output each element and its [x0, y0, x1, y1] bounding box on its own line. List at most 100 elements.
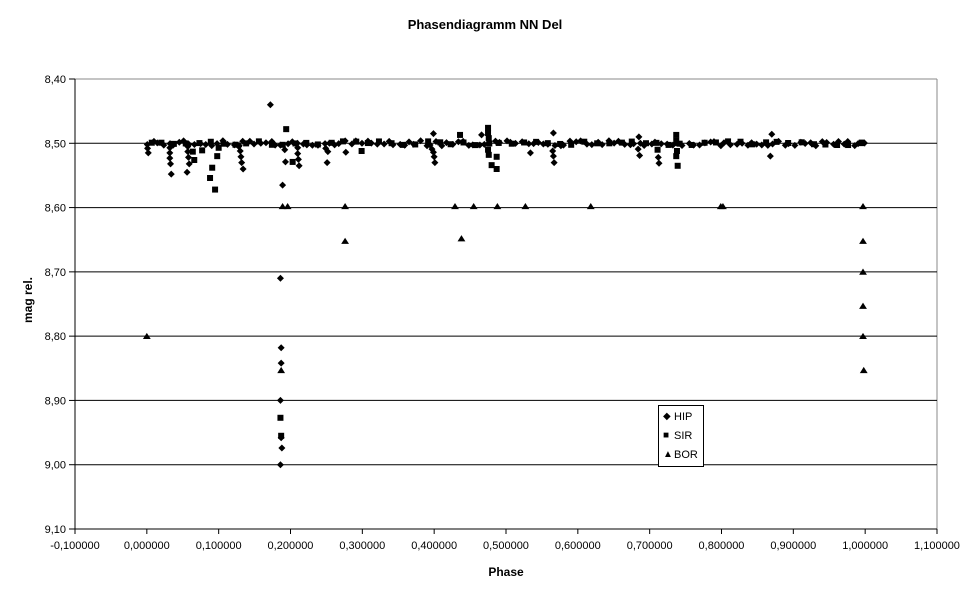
diamond-icon: ◆	[663, 410, 671, 422]
data-point-hip	[144, 149, 152, 157]
data-point-bor	[859, 366, 868, 374]
data-point-sir	[212, 186, 219, 193]
data-point-sir	[493, 153, 500, 160]
y-tick-label: 8,60	[45, 203, 66, 215]
data-point-hip	[417, 137, 425, 145]
data-point-sir	[283, 126, 290, 133]
data-point-sir	[688, 141, 695, 148]
data-point-hip	[294, 155, 302, 163]
data-point-hip	[526, 149, 534, 157]
data-point-hip	[550, 159, 558, 167]
data-point-sir	[209, 164, 216, 171]
data-point-hip	[183, 168, 191, 176]
data-point-sir	[763, 139, 770, 146]
data-point-hip	[276, 396, 284, 404]
x-tick-label: -0,100000	[50, 540, 100, 552]
data-point-hip	[308, 141, 316, 149]
data-point-sir	[485, 135, 492, 142]
data-point-sir	[268, 141, 275, 148]
data-point-sir	[521, 139, 528, 146]
data-point-sir	[673, 153, 680, 160]
data-point-sir	[243, 140, 250, 147]
data-point-bor	[493, 202, 502, 210]
data-point-sir	[594, 140, 601, 147]
data-point-bor	[278, 202, 287, 210]
data-point-hip	[655, 159, 663, 167]
data-point-sir	[568, 141, 575, 148]
data-point-sir	[737, 138, 744, 145]
data-point-sir	[207, 175, 214, 181]
data-point-sir	[220, 140, 227, 147]
x-tick-label: 0,700000	[627, 540, 673, 552]
x-axis-title: Phase	[488, 565, 524, 579]
y-tick-label: 8,40	[45, 74, 66, 86]
x-tick-label: 0,300000	[339, 540, 385, 552]
data-point-bor	[283, 202, 292, 210]
data-point-hip	[276, 274, 284, 282]
data-point-bor	[586, 202, 595, 210]
data-point-hip	[654, 153, 662, 161]
data-point-hip	[454, 138, 462, 146]
x-tick-label: 0,400000	[411, 540, 457, 552]
data-point-hip	[431, 159, 439, 167]
data-point-hip	[478, 131, 486, 139]
data-point-sir	[485, 146, 492, 153]
data-point-sir	[388, 140, 395, 147]
data-point-hip	[266, 101, 274, 109]
data-point-hip	[237, 153, 245, 161]
data-point-sir	[674, 162, 681, 169]
data-point-sir	[673, 131, 680, 138]
x-tick-label: 0,000000	[124, 540, 170, 552]
data-point-sir	[353, 138, 360, 145]
data-point-sir	[278, 432, 285, 439]
data-point-hip	[634, 145, 642, 153]
data-point-hip	[791, 141, 799, 149]
data-point-bor	[142, 332, 151, 340]
data-point-hip	[276, 461, 284, 469]
data-point-sir	[158, 139, 165, 146]
data-point-bor	[859, 332, 867, 340]
legend: ◆ HIP ■ SIR ▲ BOR	[658, 405, 704, 467]
data-point-hip	[277, 359, 285, 367]
data-point-hip	[358, 139, 366, 147]
legend-item-hip: ◆ HIP	[663, 407, 703, 426]
data-point-sir	[673, 148, 680, 154]
data-point-sir	[447, 141, 454, 148]
data-point-bor	[859, 268, 867, 275]
square-icon: ■	[663, 429, 670, 441]
data-point-hip	[429, 130, 437, 138]
data-point-hip	[277, 344, 285, 352]
data-point-sir	[676, 140, 683, 147]
data-point-sir	[170, 140, 177, 147]
data-point-sir	[215, 144, 222, 151]
data-point-bor	[451, 202, 459, 210]
data-point-hip	[295, 162, 303, 170]
data-point-sir	[412, 141, 419, 148]
data-point-bor	[341, 237, 349, 244]
data-point-sir	[314, 141, 321, 148]
data-point-sir	[654, 146, 661, 153]
y-tick-label: 8,50	[45, 138, 66, 150]
data-point-sir	[508, 140, 515, 147]
data-point-sir	[822, 141, 829, 148]
data-point-sir	[437, 139, 444, 146]
data-point-hip	[262, 139, 270, 147]
data-point-sir	[277, 414, 284, 421]
data-point-hip	[380, 140, 388, 148]
data-point-sir	[749, 141, 756, 148]
data-point-sir	[457, 131, 464, 138]
legend-item-bor: ▲ BOR	[663, 446, 703, 465]
data-point-sir	[255, 138, 262, 145]
y-tick-label: 9,00	[45, 460, 66, 472]
data-point-bor	[457, 235, 466, 242]
data-point-hip	[657, 140, 665, 148]
y-tick-label: 8,80	[45, 331, 66, 343]
data-point-sir	[400, 141, 407, 148]
data-point-sir	[673, 137, 680, 144]
data-point-sir	[845, 142, 852, 149]
legend-label: BOR	[674, 449, 698, 462]
data-point-hip	[321, 140, 329, 148]
data-point-hip	[166, 144, 174, 152]
